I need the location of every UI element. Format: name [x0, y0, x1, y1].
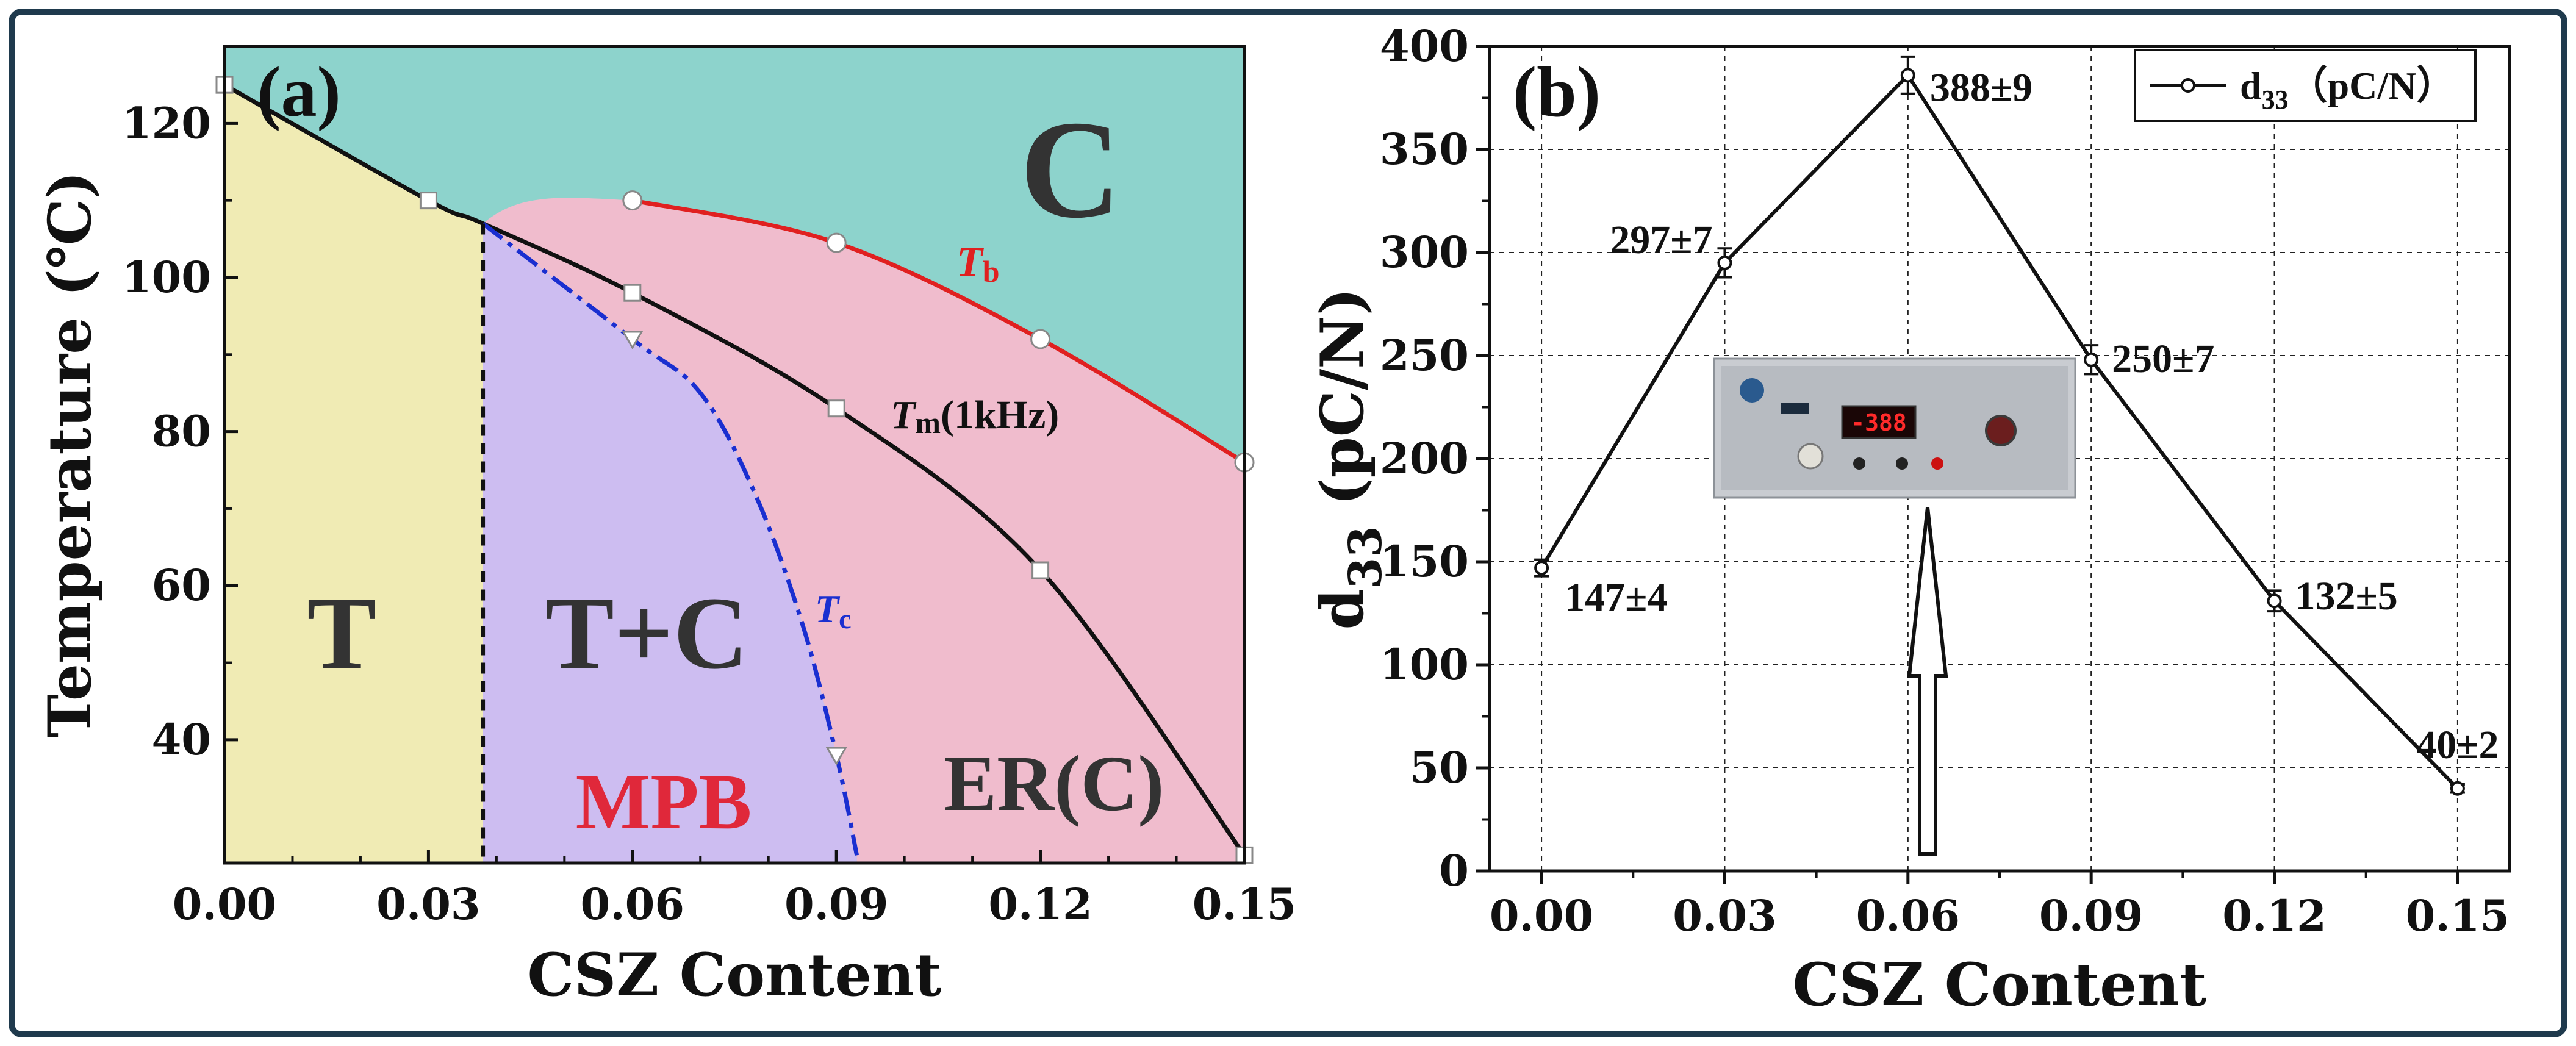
- d33-value-annotation: 250±7: [2112, 337, 2214, 381]
- region-label-c: C: [1020, 91, 1121, 247]
- d33-data-point: [1900, 68, 1915, 83]
- panel-b-x-tick-label: 0.03: [1673, 890, 1777, 941]
- panel-b-y-axis-label: d33 (pC/N): [1308, 288, 1392, 630]
- region-label-t-plus-c: T+C: [545, 576, 748, 690]
- arrow-to-inset-icon: [1907, 507, 1948, 856]
- panel-a-y-axis-label: Temperature (℃): [35, 171, 104, 737]
- tb-data-point: [1030, 329, 1051, 349]
- region-label-t: T: [307, 576, 376, 690]
- panel-b-x-tick-label: 0.00: [1490, 890, 1594, 941]
- region-label-mpb: MPB: [576, 758, 752, 846]
- panel-b-y-tick-label: 150: [1380, 536, 1469, 587]
- panel-b-d33-chart: 0.00 0.03 0.06 0.09 0.12 0.15 0 50 100 150 200 250 3…: [1308, 21, 2511, 1019]
- tm-data-point: [1031, 561, 1050, 579]
- region-label-er-c: ER(C): [944, 740, 1164, 828]
- panel-a-y-tick-label: 80: [152, 406, 211, 457]
- panel-a-label: (a): [257, 52, 341, 132]
- d33-value-annotation: 147±4: [1565, 575, 1667, 620]
- meter-dial-icon: [1797, 443, 1824, 470]
- meter-jack-icon: [1931, 457, 1943, 470]
- tb-series-label: Tb: [956, 238, 1000, 288]
- tb-data-point: [622, 190, 643, 211]
- region-t-fill: [224, 85, 483, 863]
- panel-b-y-tick-label: 50: [1410, 742, 1469, 793]
- panel-b-y-tick-label: 300: [1380, 227, 1469, 278]
- tb-curve: [632, 198, 1244, 465]
- legend-label: d33（pC/N）: [2240, 64, 2455, 115]
- d33-data-point: [2450, 781, 2465, 796]
- panel-b-x-tick-label: 0.09: [2039, 890, 2144, 941]
- panel-b-y-tick-label: 0: [1439, 845, 1469, 896]
- panel-a-y-tick-label: 100: [122, 252, 211, 303]
- panel-b-y-tick-label: 250: [1380, 330, 1469, 381]
- d33-value-annotation: 40±2: [2416, 723, 2499, 767]
- panel-a-x-axis-label: CSZ Content: [527, 940, 941, 1009]
- panel-a-x-tick-label: 0.09: [784, 879, 889, 930]
- meter-button-icon: [1781, 403, 1809, 414]
- tm-data-point: [623, 284, 642, 302]
- panel-a-x-tick-label: 0.15: [1193, 879, 1297, 930]
- d33-meter-inset-photo: -388: [1713, 357, 2076, 499]
- panel-b-y-tick-label: 400: [1380, 21, 1469, 71]
- tc-series-label: Tc: [815, 587, 852, 634]
- panel-b-y-tick-label: 350: [1380, 124, 1469, 174]
- panel-a-y-tick-label: 120: [122, 98, 211, 148]
- d33-value-annotation: 388±9: [1930, 65, 2032, 110]
- tm-series-label: Tm(1kHz): [891, 393, 1059, 440]
- meter-display: [1841, 405, 1917, 439]
- tc-data-point: [825, 747, 847, 766]
- panel-b-x-axis-label: CSZ Content: [1792, 950, 2206, 1019]
- panel-a-y-tick-label: 40: [152, 714, 211, 765]
- d33-data-point: [2267, 593, 2282, 609]
- panel-b-x-tick-label: 0.15: [2406, 890, 2510, 941]
- panel-b-x-tick-label: 0.12: [2222, 890, 2327, 941]
- d33-value-annotation: 297±7: [1610, 218, 1712, 262]
- tc-data-point: [622, 331, 644, 350]
- meter-jack-icon: [1896, 457, 1908, 470]
- tm-data-point: [419, 192, 437, 210]
- panel-b-y-tick-label: 100: [1380, 639, 1469, 690]
- d33-line: [1540, 72, 2459, 790]
- d33-value-annotation: 132±5: [2295, 574, 2398, 618]
- panel-a-axes-box: [223, 45, 1246, 865]
- meter-reading: -388: [1851, 409, 1907, 436]
- panel-a-y-tick-label: 60: [152, 560, 211, 611]
- region-mpb-fill: [483, 223, 857, 863]
- d33-data-point: [1534, 561, 1549, 576]
- panel-a-phase-diagram: 0.00 0.03 0.06 0.09 0.12 0.15 40 60 80 100 120 (a)…: [35, 45, 1297, 1009]
- region-er-c-fill: [483, 198, 1244, 863]
- meter-logo-icon: [1740, 378, 1764, 403]
- panel-b-y-tick-label: 200: [1380, 433, 1469, 484]
- panel-a-x-tick-label: 0.03: [376, 879, 481, 930]
- tb-data-point: [826, 232, 847, 253]
- panel-b-label: (b): [1513, 52, 1601, 132]
- panel-a-x-tick-label: 0.12: [988, 879, 1092, 930]
- meter-power-knob-icon: [1985, 415, 2017, 446]
- d33-data-point: [2084, 352, 2099, 367]
- d33-data-point: [1717, 255, 1732, 270]
- meter-jack-icon: [1853, 457, 1865, 470]
- legend-marker-icon: [2181, 78, 2195, 93]
- legend: d33（pC/N）: [2134, 49, 2477, 122]
- panel-a-x-tick-label: 0.06: [581, 879, 685, 930]
- panel-a-x-tick-label: 0.00: [173, 879, 277, 930]
- tm-data-point: [827, 399, 845, 418]
- panel-b-x-tick-label: 0.06: [1856, 890, 1961, 941]
